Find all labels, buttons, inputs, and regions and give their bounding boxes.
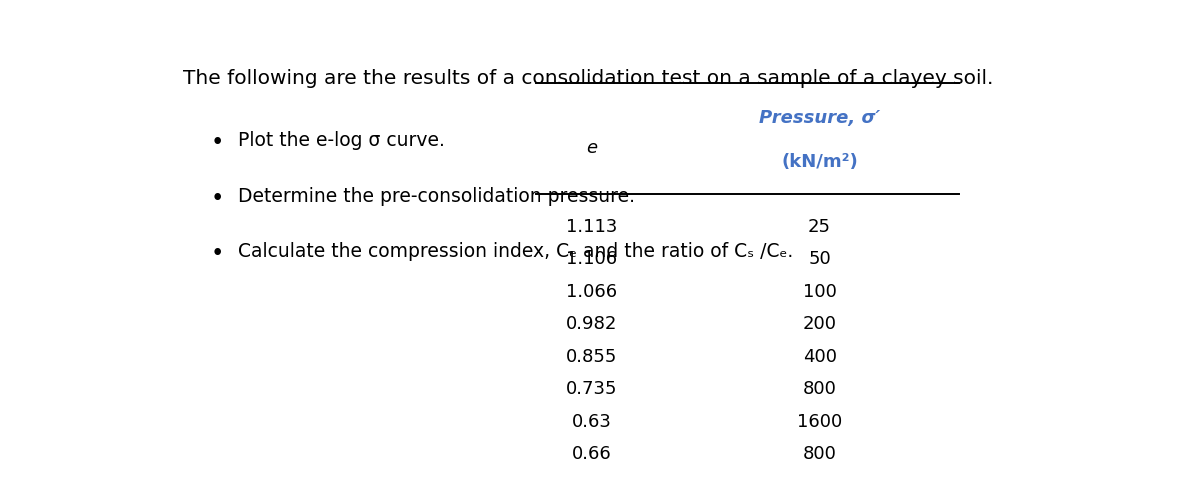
Text: e: e [586, 138, 598, 157]
Text: Plot the e-log σ curve.: Plot the e-log σ curve. [239, 131, 445, 150]
Text: 0.982: 0.982 [566, 315, 618, 333]
Text: 0.735: 0.735 [566, 380, 618, 398]
Text: 0.66: 0.66 [572, 445, 612, 463]
Text: Calculate the compression index, Cₑ and the ratio of Cₛ /Cₑ.: Calculate the compression index, Cₑ and … [239, 242, 793, 261]
Text: •: • [210, 242, 224, 265]
Text: Pressure, σ′: Pressure, σ′ [758, 109, 881, 127]
Text: •: • [210, 187, 224, 210]
Text: Determine the pre-consolidation pressure.: Determine the pre-consolidation pressure… [239, 187, 635, 205]
Text: 1600: 1600 [797, 413, 842, 431]
Text: 200: 200 [803, 315, 836, 333]
Text: 1.106: 1.106 [566, 251, 617, 268]
Text: 400: 400 [803, 478, 836, 479]
Text: 100: 100 [803, 283, 836, 301]
Text: 0.675: 0.675 [566, 478, 618, 479]
Text: 1.113: 1.113 [566, 218, 618, 236]
Text: The following are the results of a consolidation test on a sample of a clayey so: The following are the results of a conso… [182, 68, 992, 88]
Text: 800: 800 [803, 380, 836, 398]
Text: •: • [210, 131, 224, 154]
Text: 50: 50 [809, 251, 830, 268]
Text: 400: 400 [803, 348, 836, 366]
Text: 1.066: 1.066 [566, 283, 617, 301]
Text: 0.63: 0.63 [572, 413, 612, 431]
Text: 800: 800 [803, 445, 836, 463]
Text: 25: 25 [808, 218, 832, 236]
Text: (kN/m²): (kN/m²) [781, 153, 858, 171]
Text: 0.855: 0.855 [566, 348, 618, 366]
